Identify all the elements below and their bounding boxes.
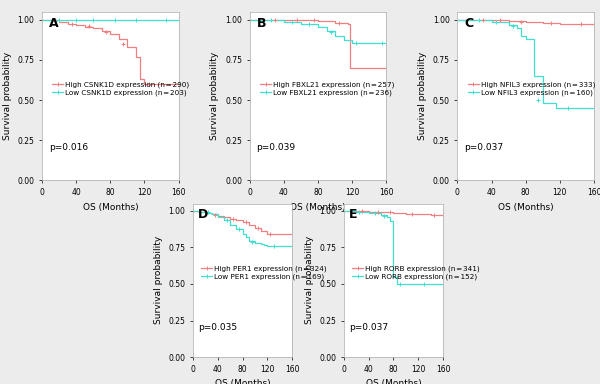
Y-axis label: Survival probability: Survival probability — [211, 52, 220, 140]
Text: p=0.016: p=0.016 — [49, 143, 88, 152]
Text: C: C — [464, 17, 473, 30]
X-axis label: OS (Months): OS (Months) — [365, 379, 421, 384]
Legend: High RORB expression (n = 341), Low RORB expression (n = 152): High RORB expression (n = 341), Low RORB… — [352, 265, 480, 280]
Text: p=0.035: p=0.035 — [198, 323, 237, 332]
Y-axis label: Survival probability: Survival probability — [3, 52, 12, 140]
Legend: High CSNK1D expression (n = 290), Low CSNK1D expression (n = 203): High CSNK1D expression (n = 290), Low CS… — [52, 81, 190, 96]
Legend: High NFIL3 expression (n = 333), Low NFIL3 expression (n = 160): High NFIL3 expression (n = 333), Low NFI… — [468, 81, 595, 96]
Text: p=0.037: p=0.037 — [464, 143, 503, 152]
Y-axis label: Survival probability: Survival probability — [154, 236, 163, 324]
X-axis label: OS (Months): OS (Months) — [215, 379, 271, 384]
X-axis label: OS (Months): OS (Months) — [290, 203, 346, 212]
Text: B: B — [257, 17, 266, 30]
X-axis label: OS (Months): OS (Months) — [83, 203, 138, 212]
Text: E: E — [349, 208, 357, 221]
Text: A: A — [49, 17, 58, 30]
X-axis label: OS (Months): OS (Months) — [498, 203, 553, 212]
Y-axis label: Survival probability: Survival probability — [305, 236, 314, 324]
Text: p=0.039: p=0.039 — [257, 143, 296, 152]
Legend: High FBXL21 expression (n = 257), Low FBXL21 expression (n = 236): High FBXL21 expression (n = 257), Low FB… — [260, 81, 395, 96]
Text: p=0.037: p=0.037 — [349, 323, 388, 332]
Legend: High PER1 expression (n = 324), Low PER1 expression (n = 169): High PER1 expression (n = 324), Low PER1… — [202, 265, 327, 280]
Text: D: D — [198, 208, 208, 221]
Y-axis label: Survival probability: Survival probability — [418, 52, 427, 140]
